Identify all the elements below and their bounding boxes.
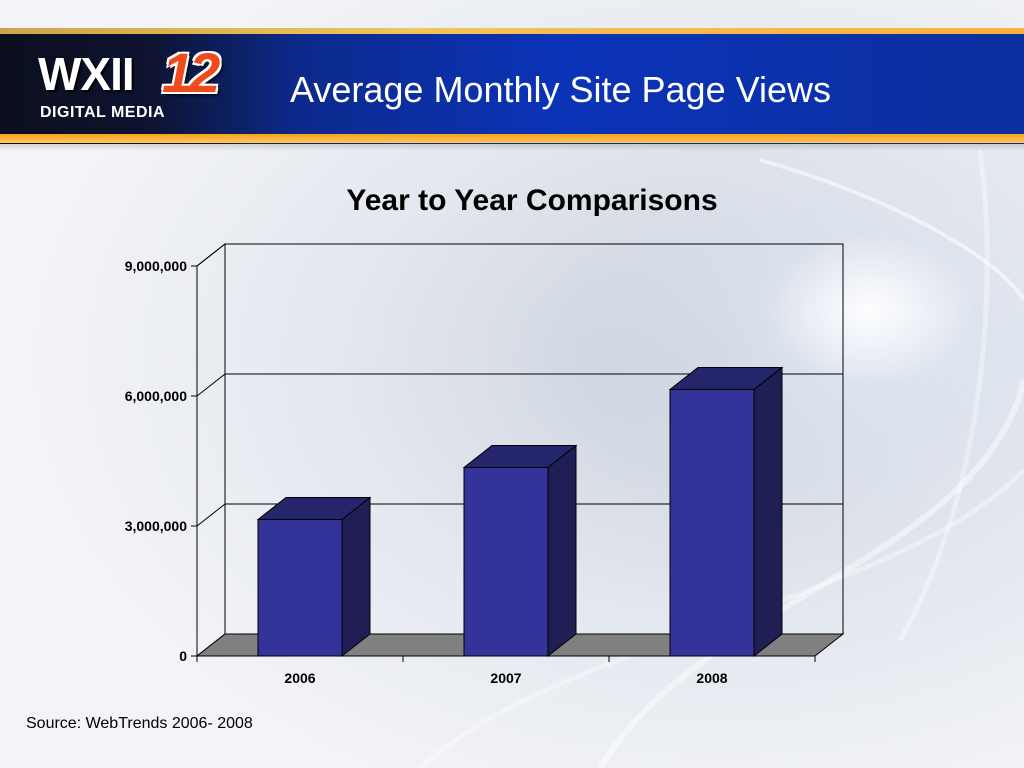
y-tick-label: 6,000,000 <box>125 388 187 404</box>
logo-subtitle: DIGITAL MEDIA <box>40 104 166 121</box>
x-tick-label: 2008 <box>696 670 727 686</box>
gridline-side <box>196 243 226 267</box>
bar-side-2008 <box>753 366 783 658</box>
y-tick-label: 9,000,000 <box>125 258 187 274</box>
slide-title: Average Monthly Site Page Views <box>290 69 831 110</box>
bar-2008 <box>669 389 755 657</box>
source-note: Source: WebTrends 2006- 2008 <box>26 715 253 732</box>
x-tick-label: 2007 <box>490 670 521 686</box>
gridline-side <box>196 503 226 527</box>
y-tick-label: 3,000,000 <box>125 518 187 534</box>
x-tick-label: 2006 <box>284 670 315 686</box>
bar-2007 <box>463 467 549 657</box>
gridline-side <box>196 373 226 397</box>
header-orange-stripe <box>0 134 1024 143</box>
chart-side-wall <box>196 242 226 658</box>
station-logo: WXII 12 DIGITAL MEDIA <box>38 44 228 126</box>
logo-number: 12 <box>162 41 220 104</box>
bar-side-2007 <box>547 444 577 658</box>
bar-side-2006 <box>341 496 371 658</box>
bar-2006 <box>257 519 343 657</box>
logo-wordmark: WXII <box>38 48 135 100</box>
header-banner <box>0 28 1024 144</box>
chart-title: Year to Year Comparisons <box>346 184 718 217</box>
y-tick-label: 0 <box>179 648 187 664</box>
header-gold-stripe <box>0 28 1024 34</box>
header-shadow <box>0 143 1024 151</box>
